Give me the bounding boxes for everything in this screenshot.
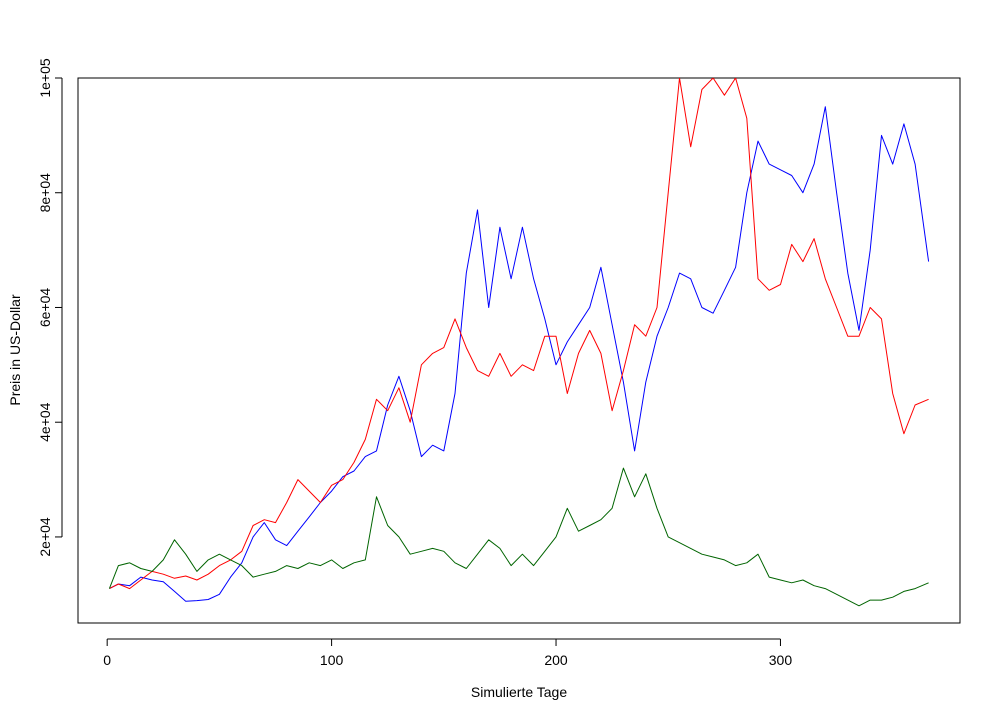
- y-axis-title: Preis in US-Dollar: [7, 294, 23, 406]
- series-line-2: [109, 78, 929, 590]
- y-tick-label: 6e+04: [37, 288, 53, 328]
- x-tick-label: 200: [544, 652, 568, 668]
- x-tick-label: 100: [320, 652, 344, 668]
- x-tick-label: 300: [769, 652, 793, 668]
- x-axis: 0 100 200 300: [103, 638, 793, 668]
- y-axis: 2e+04 4e+04 6e+04 8e+04 1e+05: [37, 58, 63, 557]
- series-layer: [108, 78, 930, 607]
- x-tick-label: 0: [103, 652, 111, 668]
- x-axis-title: Simulierte Tage: [471, 684, 567, 700]
- y-tick-label: 8e+04: [37, 173, 53, 213]
- plot-frame: [77, 77, 961, 624]
- series-line-3: [108, 467, 929, 607]
- y-tick-label: 1e+05: [37, 58, 53, 98]
- series-line-1: [109, 106, 930, 602]
- y-tick-label: 2e+04: [37, 517, 53, 557]
- y-tick-label: 4e+04: [37, 402, 53, 442]
